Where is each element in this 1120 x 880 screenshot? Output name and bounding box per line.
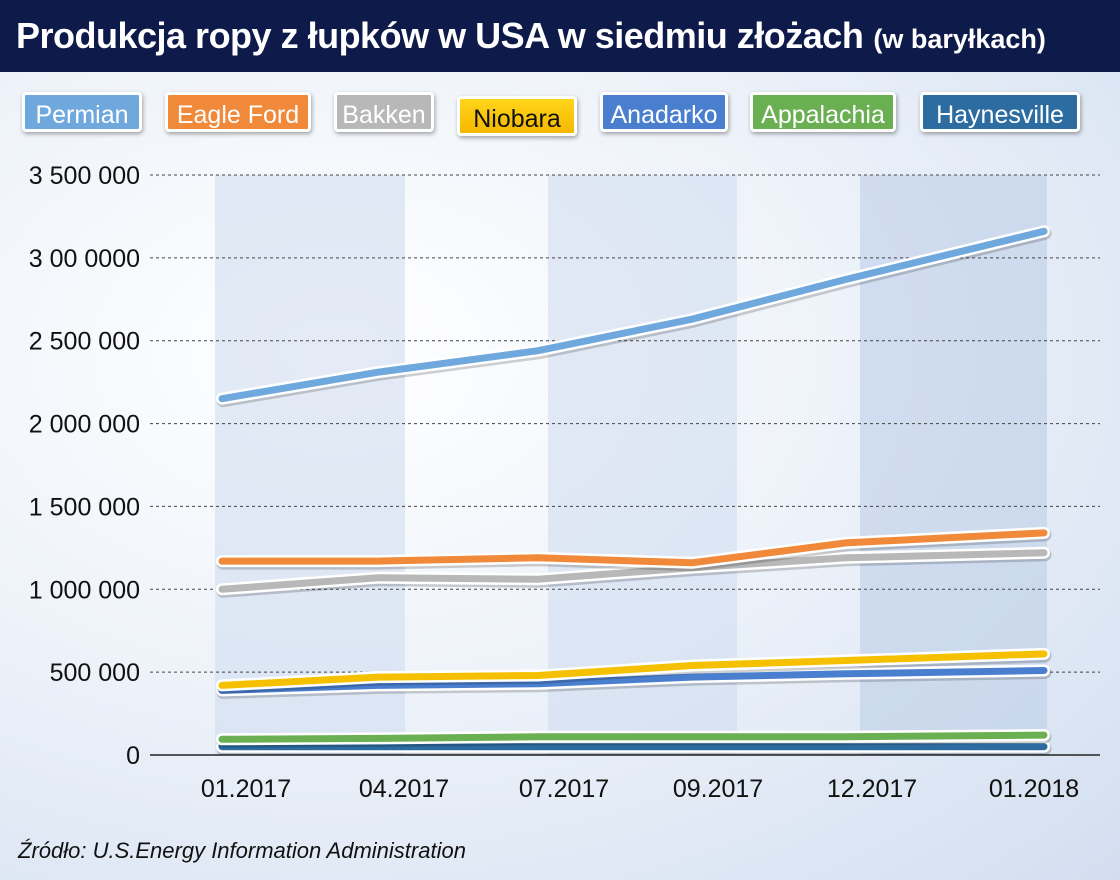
series-line-anadarko [218, 667, 1048, 694]
legend: Permian Eagle Ford Bakken Niobara Anadarko Ap… [22, 92, 1112, 136]
plot-band [548, 175, 737, 755]
source-note: Źródło: U.S.Energy Information Administr… [18, 838, 466, 863]
series-line-appalachia [218, 731, 1048, 743]
legend-item-niobara: Niobara [457, 96, 577, 136]
series-line-eagle-ford [218, 529, 1048, 567]
x-tick-label: 12.2017 [827, 775, 917, 803]
x-tick-label: 07.2017 [519, 775, 609, 803]
y-tick-label: 500 000 [50, 659, 140, 687]
plot-band [405, 175, 548, 755]
x-tick-label: 01.2018 [989, 775, 1079, 803]
series-line-permian [218, 227, 1048, 403]
y-tick-label: 3 500 000 [29, 162, 140, 190]
y-tick-label: 0 [126, 742, 140, 770]
legend-item-anadarko: Anadarko [600, 92, 728, 132]
chart-title: Produkcja ropy z łupków w USA w siedmiu … [16, 15, 864, 56]
y-tick-label: 2 500 000 [29, 328, 140, 356]
legend-item-eagle-ford: Eagle Ford [165, 92, 311, 132]
chart-subtitle: (w baryłkach) [873, 24, 1046, 54]
y-tick-label: 1 500 000 [29, 493, 140, 521]
series-line-niobara [218, 650, 1048, 689]
legend-item-bakken: Bakken [334, 92, 434, 132]
legend-item-permian: Permian [22, 92, 142, 132]
x-tick-label: 04.2017 [359, 775, 449, 803]
y-tick-label: 2 000 000 [29, 411, 140, 439]
plot-band [215, 175, 405, 755]
title-bar: Produkcja ropy z łupków w USA w siedmiu … [0, 0, 1120, 72]
series-line-bakken [218, 549, 1048, 593]
x-tick-label: 09.2017 [673, 775, 763, 803]
y-tick-label: 3 00 0000 [29, 245, 140, 273]
x-tick-label: 01.2017 [201, 775, 291, 803]
legend-item-appalachia: Appalachia [750, 92, 896, 132]
legend-item-haynesville: Haynesville [920, 92, 1080, 132]
y-tick-label: 1 000 000 [29, 576, 140, 604]
